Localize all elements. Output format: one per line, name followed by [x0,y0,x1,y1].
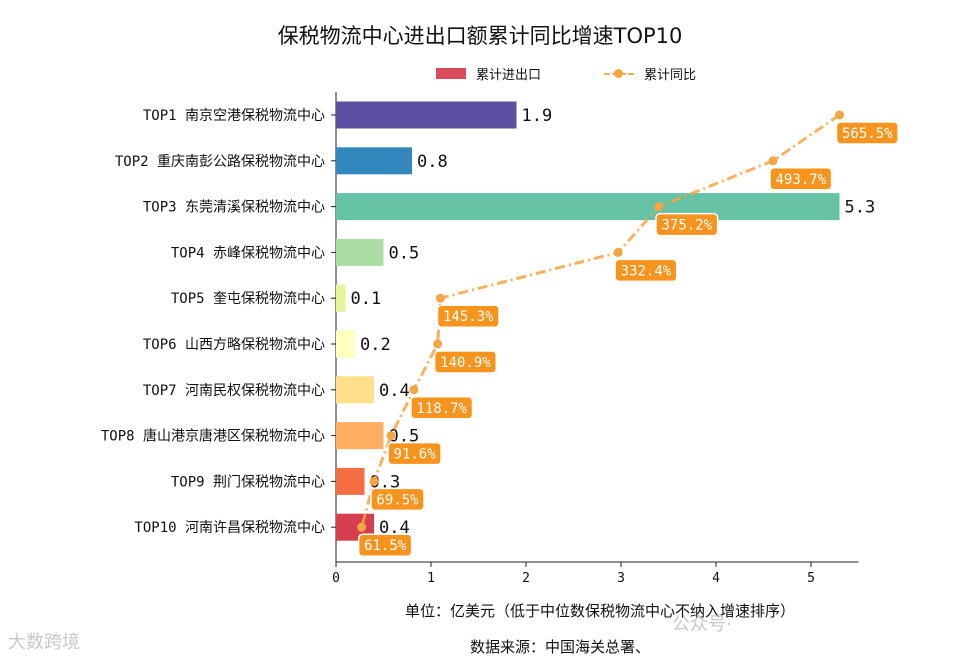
bar-value-label: 0.4 [379,518,410,538]
growth-label-box [436,304,500,328]
bar [336,284,346,312]
growth-point [436,293,445,303]
bar [336,330,355,358]
growth-label: 565.5% [842,126,893,142]
category-label: TOP4 赤峰保税物流中心 [171,245,325,261]
legend-bar-swatch [436,68,466,79]
bar-value-label: 0.5 [389,427,420,447]
growth-label: 69.5% [376,492,419,508]
bar-value-label: 0.8 [417,152,448,172]
growth-label-box [835,121,899,145]
category-label: TOP1 南京空港保税物流中心 [143,108,325,124]
growth-point [369,476,379,486]
category-label: TOP5 奎屯保税物流中心 [171,291,325,307]
x-tick-label: 3 [617,571,625,586]
growth-label: 61.5% [364,538,407,554]
growth-point [433,339,443,349]
growth-point [613,247,623,257]
legend-bar-label: 累计进出口 [476,68,542,83]
chart-title: 保税物流中心进出口额累计同比增速TOP10 [277,24,683,48]
category-label: TOP8 唐山港京唐港区保税物流中心 [101,428,325,445]
growth-point [409,385,419,395]
bar [336,376,374,404]
growth-point [835,110,844,120]
bar-value-label: 1.9 [522,106,553,126]
bar-value-label: 0.1 [351,289,382,309]
growth-label-box [769,167,833,191]
legend-item-line: 累计同比 [604,64,696,83]
source-note: 数据来源：中国海关总署、 [469,638,650,656]
bar-value-label: 0.2 [360,335,391,355]
growth-label: 140.9% [440,355,491,371]
growth-point [357,522,367,532]
category-label: TOP6 山西方略保税物流中心 [143,337,325,353]
x-tick-label: 2 [522,571,530,586]
growth-label: 332.4% [621,263,672,279]
growth-label-box [387,441,442,466]
bar-value-label: 0.4 [379,381,410,401]
legend-item-bar: 累计进出口 [436,64,541,83]
legend-line-swatch [604,68,634,80]
growth-point [768,156,778,166]
bar [336,147,412,175]
growth-point [386,431,396,441]
bar [336,101,517,129]
growth-point [654,202,664,212]
category-label: TOP7 河南民权保税物流中心 [143,383,325,399]
category-label: TOP9 荆门保税物流中心 [171,474,325,490]
growth-label-box [655,212,719,237]
x-tick-label: 1 [427,571,435,586]
growth-line [360,113,841,528]
bar [336,238,384,266]
category-label: TOP10 河南许昌保税物流中心 [134,520,325,536]
growth-label-box [370,487,425,512]
bar [336,467,365,495]
bar-value-label: 0.3 [370,472,401,492]
x-tick-label: 0 [332,571,340,586]
growth-label: 91.6% [394,447,437,463]
growth-label-box [357,533,413,557]
growth-label: 375.2% [662,218,713,234]
x-axis-label: 单位：亿美元（低于中位数保税物流中心不纳入增速排序） [404,602,795,620]
category-label: TOP2 重庆南彭公路保税物流中心 [115,154,325,170]
bar [336,422,384,450]
growth-label: 493.7% [776,172,827,188]
legend-line-label: 累计同比 [644,68,697,83]
bar-value-label: 0.5 [389,243,420,263]
bar [336,193,840,221]
x-tick-label: 5 [807,571,815,586]
bar-value-label: 5.3 [845,198,876,218]
watermark-left: 大数跨境 [8,632,80,653]
growth-label-box [614,258,678,283]
growth-label-box [433,350,497,374]
growth-label: 118.7% [416,401,467,417]
category-label: TOP3 东莞清溪保税物流中心 [143,200,325,216]
watermark-right: 公众号· [672,614,732,635]
growth-label-box [410,396,474,420]
growth-label: 145.3% [443,309,494,325]
x-tick-label: 4 [712,571,720,586]
